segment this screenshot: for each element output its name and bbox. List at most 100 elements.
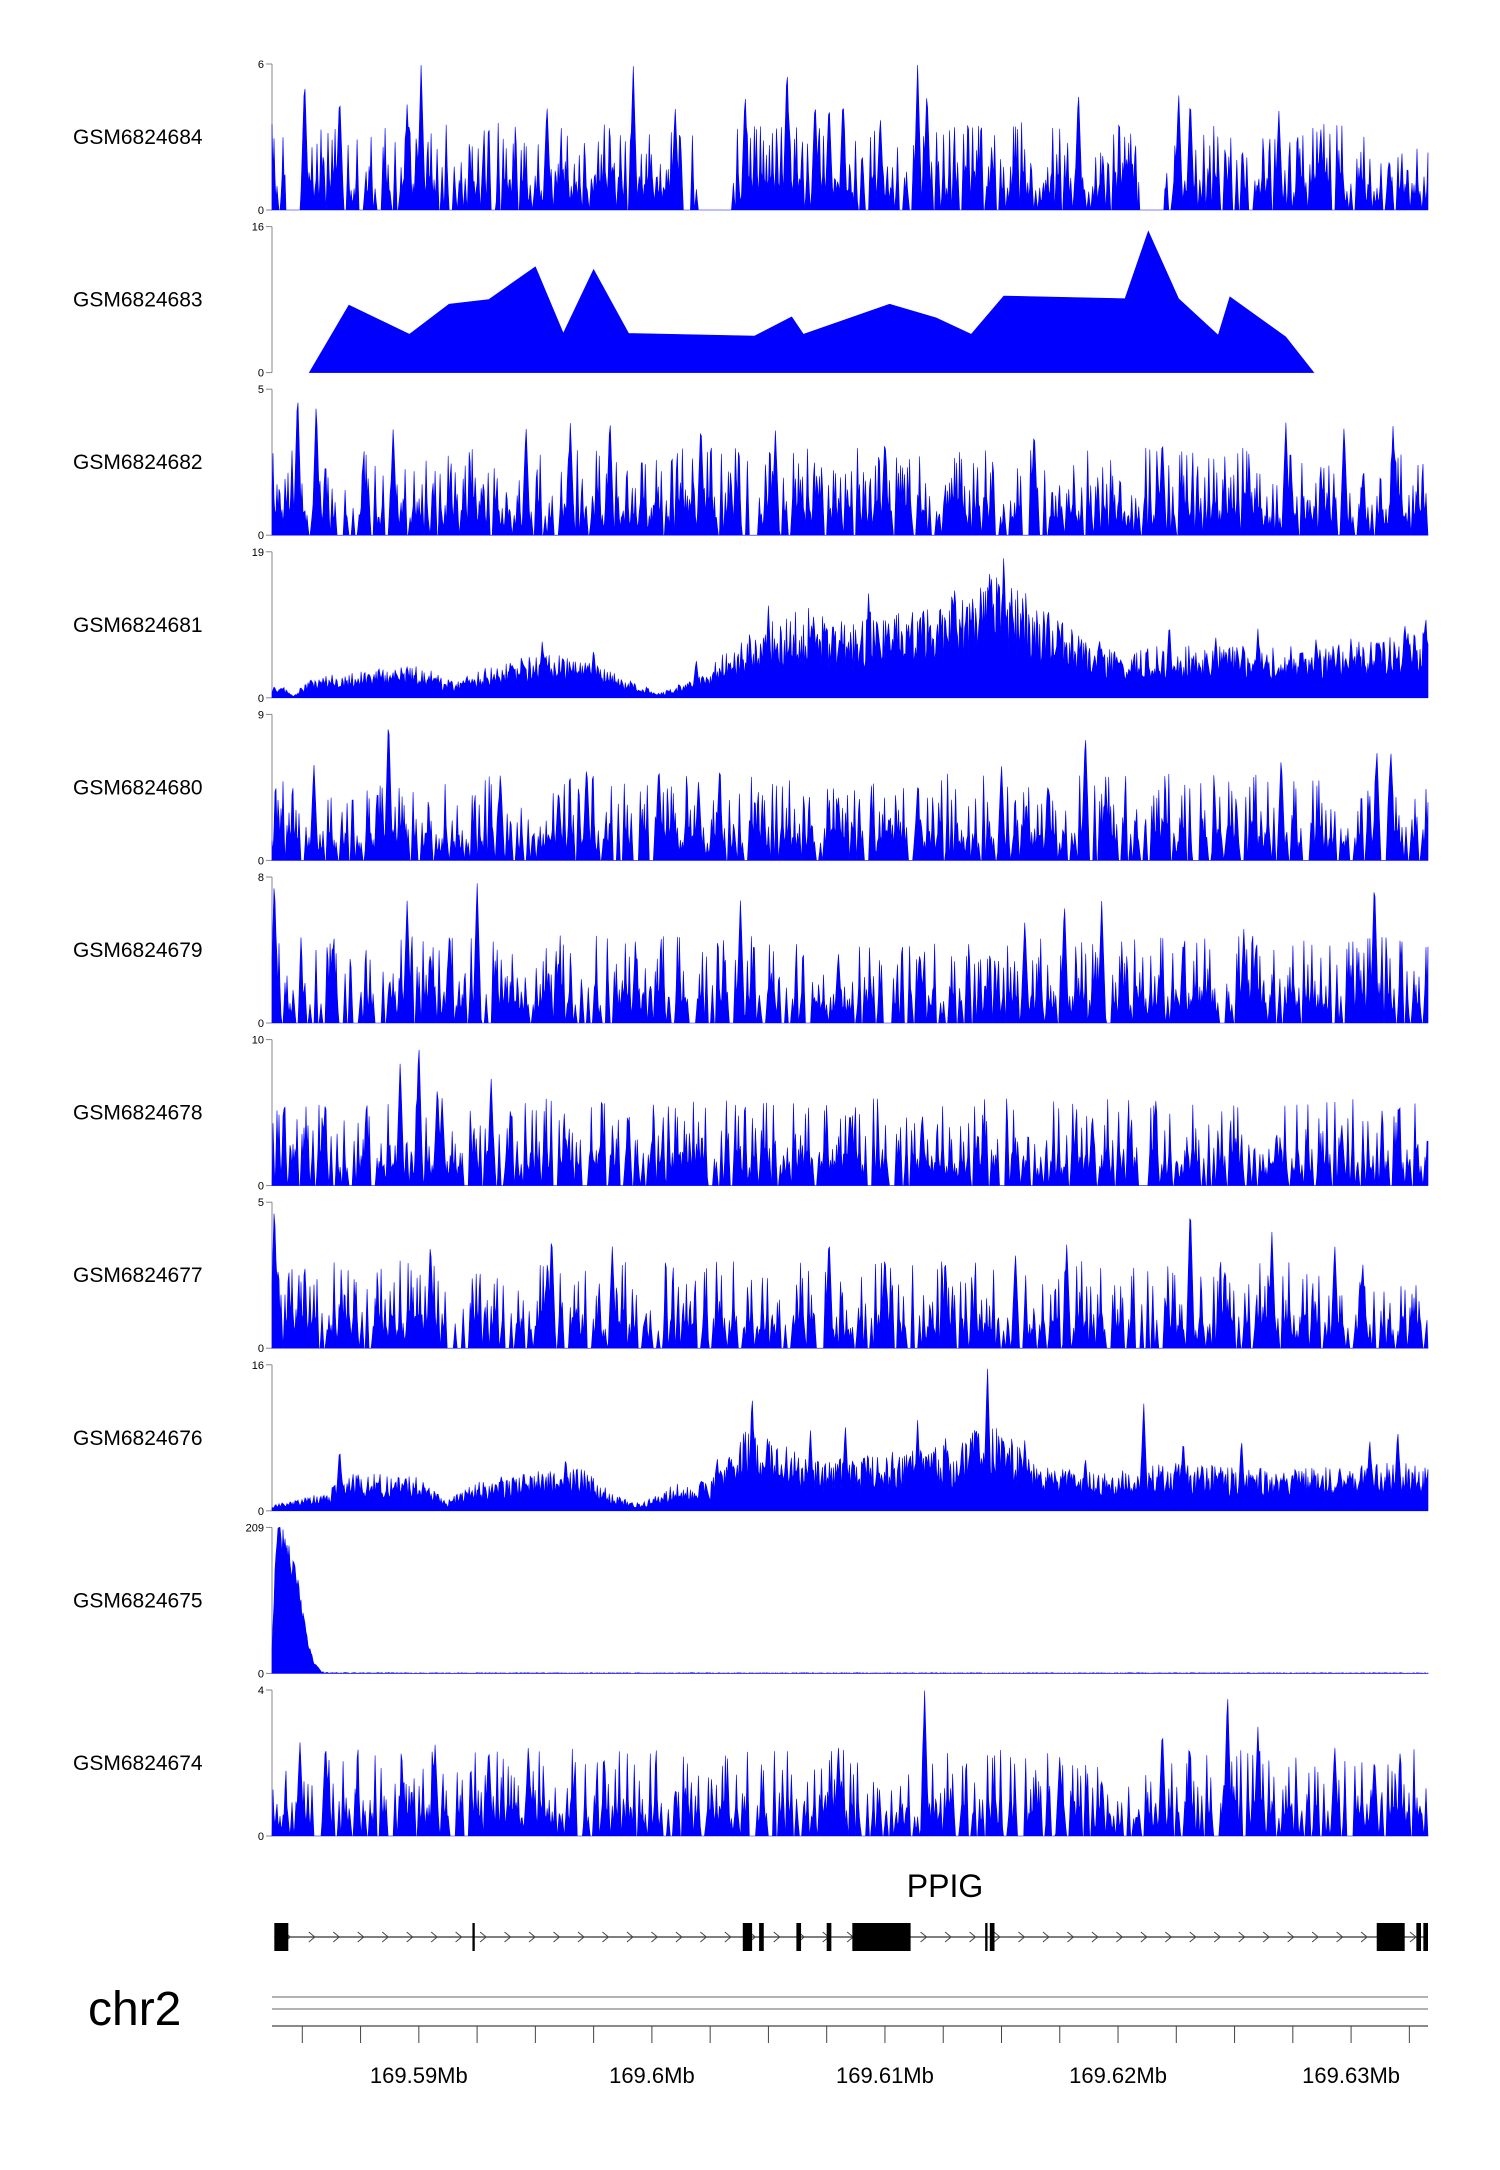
strand-arrow bbox=[1042, 1931, 1050, 1943]
track-GSM6824678: GSM6824678 10 0 bbox=[73, 1035, 1429, 1193]
strand-arrow bbox=[332, 1931, 341, 1943]
track-GSM6824679: GSM6824679 8 0 bbox=[73, 872, 1429, 1030]
strand-arrow bbox=[700, 1931, 708, 1943]
strand-arrow bbox=[1360, 1931, 1368, 1943]
track-GSM6824680: GSM6824680 9 0 bbox=[73, 709, 1429, 867]
strand-arrow bbox=[430, 1931, 438, 1943]
strand-arrow bbox=[993, 1931, 1001, 1943]
strand-arrow bbox=[1091, 1931, 1099, 1943]
strand-arrow bbox=[504, 1931, 512, 1943]
track-GSM6824684: GSM6824684 6 0 bbox=[73, 59, 1429, 217]
track-GSM6824681: GSM6824681 19 0 bbox=[73, 547, 1429, 705]
strand-arrow bbox=[479, 1931, 487, 1943]
strand-arrow bbox=[357, 1931, 365, 1943]
track-label: GSM6824683 bbox=[73, 289, 203, 312]
signal-tracks: GSM682468460GSM6824683160GSM682468250GSM… bbox=[73, 59, 1429, 1843]
gene-exon bbox=[472, 1923, 475, 1951]
signal-area bbox=[271, 1690, 1429, 1837]
y-min-label: 0 bbox=[258, 1668, 264, 1680]
strand-arrow bbox=[1336, 1931, 1344, 1943]
y-min-label: 0 bbox=[258, 1343, 264, 1355]
y-max-label: 10 bbox=[252, 1035, 264, 1047]
track-label: GSM6824677 bbox=[73, 1264, 203, 1287]
strand-arrow bbox=[602, 1931, 610, 1943]
strand-arrow bbox=[724, 1931, 732, 1943]
signal-area bbox=[271, 1049, 1429, 1186]
strand-arrow bbox=[1287, 1931, 1295, 1943]
gene-exon bbox=[989, 1923, 995, 1951]
signal-area bbox=[271, 883, 1429, 1024]
strand-arrow bbox=[969, 1931, 977, 1943]
y-max-label: 5 bbox=[258, 1197, 264, 1209]
signal-area bbox=[271, 558, 1429, 699]
signal-area bbox=[271, 729, 1429, 861]
gene-exon bbox=[852, 1923, 911, 1951]
gene-track: PPIG bbox=[274, 1868, 1428, 1951]
strand-arrow bbox=[1018, 1931, 1026, 1943]
strand-arrow bbox=[1116, 1931, 1124, 1943]
gene-exon bbox=[1376, 1923, 1405, 1951]
track-GSM6824677: GSM6824677 5 0 bbox=[73, 1197, 1429, 1355]
y-max-label: 9 bbox=[258, 709, 264, 721]
track-label: GSM6824680 bbox=[73, 776, 203, 799]
y-min-label: 0 bbox=[258, 205, 264, 217]
track-label: GSM6824678 bbox=[73, 1102, 203, 1125]
strand-arrow bbox=[675, 1931, 683, 1943]
gene-exon bbox=[826, 1923, 832, 1951]
strand-arrow bbox=[308, 1931, 316, 1943]
strand-arrow bbox=[1213, 1931, 1222, 1943]
track-label: GSM6824684 bbox=[73, 126, 203, 149]
strand-arrow bbox=[1189, 1931, 1197, 1943]
y-max-label: 4 bbox=[258, 1685, 264, 1697]
strand-arrow bbox=[773, 1931, 781, 1943]
x-tick-label: 169.62Mb bbox=[1069, 2063, 1167, 2088]
strand-arrow bbox=[528, 1931, 536, 1943]
x-tick-label: 169.61Mb bbox=[836, 2063, 934, 2088]
y-min-label: 0 bbox=[258, 1181, 264, 1193]
strand-arrow bbox=[381, 1931, 389, 1943]
y-min-label: 0 bbox=[258, 530, 264, 542]
y-min-label: 0 bbox=[258, 1018, 264, 1030]
strand-arrow bbox=[1238, 1931, 1246, 1943]
gene-exon bbox=[742, 1923, 753, 1951]
track-GSM6824682: GSM6824682 5 0 bbox=[73, 384, 1429, 542]
strand-arrow bbox=[944, 1931, 952, 1943]
signal-area bbox=[271, 1213, 1429, 1349]
x-tick-label: 169.6Mb bbox=[609, 2063, 695, 2088]
gene-label: PPIG bbox=[907, 1868, 983, 1904]
y-min-label: 0 bbox=[258, 1506, 264, 1518]
y-min-label: 0 bbox=[258, 855, 264, 867]
track-GSM6824676: GSM6824676 16 0 bbox=[73, 1360, 1429, 1518]
y-max-label: 8 bbox=[258, 872, 264, 884]
y-min-label: 0 bbox=[258, 368, 264, 380]
y-max-label: 16 bbox=[252, 1360, 264, 1372]
track-label: GSM6824675 bbox=[73, 1589, 203, 1612]
gene-exon bbox=[985, 1923, 988, 1951]
strand-arrow bbox=[1262, 1931, 1270, 1943]
y-max-label: 6 bbox=[258, 59, 264, 71]
track-label: GSM6824676 bbox=[73, 1427, 203, 1450]
strand-arrow bbox=[1140, 1931, 1148, 1943]
y-max-label: 16 bbox=[252, 222, 264, 234]
gene-exon bbox=[759, 1923, 764, 1951]
track-GSM6824675: GSM6824675 209 0 bbox=[73, 1522, 1429, 1680]
y-min-label: 0 bbox=[258, 1831, 264, 1843]
signal-area bbox=[308, 230, 1315, 373]
strand-arrow bbox=[1067, 1931, 1075, 1943]
track-label: GSM6824682 bbox=[73, 451, 203, 474]
y-max-label: 19 bbox=[252, 547, 264, 559]
strand-arrow bbox=[1164, 1931, 1173, 1943]
x-tick-label: 169.63Mb bbox=[1302, 2063, 1400, 2088]
signal-area bbox=[271, 1527, 1429, 1674]
y-max-label: 209 bbox=[246, 1522, 264, 1534]
strand-arrow bbox=[455, 1931, 463, 1943]
track-label: GSM6824679 bbox=[73, 939, 203, 962]
strand-arrow bbox=[553, 1931, 561, 1943]
gene-exon bbox=[274, 1923, 289, 1951]
chromosome-label: chr2 bbox=[88, 1983, 181, 2036]
strand-arrow bbox=[1311, 1931, 1319, 1943]
strand-arrow bbox=[651, 1931, 659, 1943]
genome-axis: chr2 169.59Mb 169.6Mb 169.61Mb 169.62Mb 169.… bbox=[88, 1983, 1428, 2088]
y-min-label: 0 bbox=[258, 693, 264, 705]
